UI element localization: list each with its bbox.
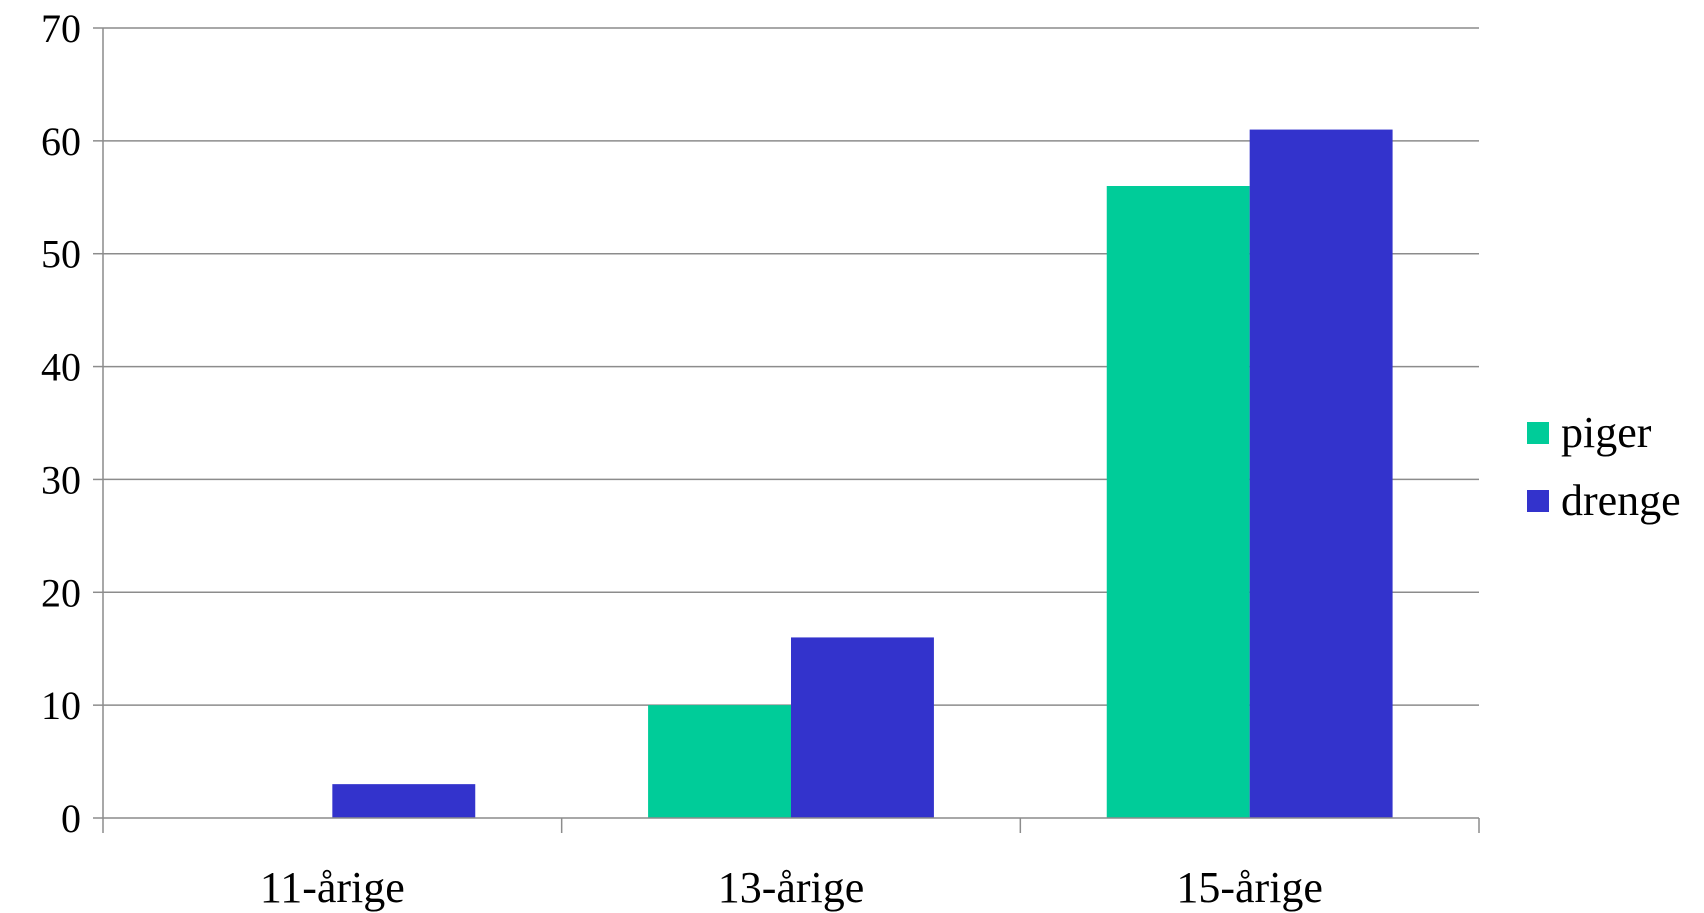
legend-label-piger: piger bbox=[1561, 408, 1652, 457]
y-tick-label: 50 bbox=[41, 232, 81, 277]
y-tick-label: 40 bbox=[41, 345, 81, 390]
bar-drenge-0 bbox=[332, 784, 476, 818]
bar-drenge-2 bbox=[1249, 129, 1393, 819]
legend-swatch-piger bbox=[1527, 422, 1549, 444]
legend-swatch-drenge bbox=[1527, 490, 1549, 512]
y-tick-label: 70 bbox=[41, 6, 81, 51]
bar-piger-2 bbox=[1106, 186, 1250, 818]
y-tick-labels: 0 10 20 30 40 50 60 70 bbox=[41, 6, 81, 841]
y-tick-label: 60 bbox=[41, 119, 81, 164]
y-tick-label: 30 bbox=[41, 457, 81, 502]
x-category-labels: 11-årige 13-årige 15-årige bbox=[260, 863, 1323, 912]
x-category-label: 13-årige bbox=[718, 863, 865, 912]
y-tick-label: 10 bbox=[41, 683, 81, 728]
x-category-label: 15-årige bbox=[1176, 863, 1323, 912]
gridlines bbox=[103, 27, 1479, 706]
bars bbox=[332, 129, 1393, 819]
axes bbox=[93, 27, 1480, 833]
y-tick-label: 0 bbox=[61, 796, 81, 841]
legend-label-drenge: drenge bbox=[1561, 476, 1681, 525]
x-category-label: 11-årige bbox=[260, 863, 405, 912]
bar-piger-1 bbox=[648, 705, 791, 818]
legend: piger drenge bbox=[1527, 408, 1681, 525]
y-tick-label: 20 bbox=[41, 570, 81, 615]
bar-drenge-1 bbox=[791, 637, 934, 818]
